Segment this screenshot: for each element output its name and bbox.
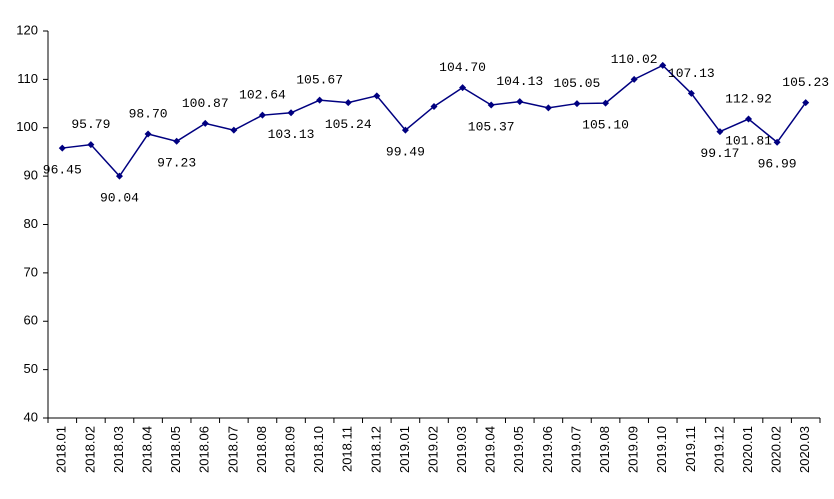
x-tick-label: 2018.11 [340,426,355,472]
x-tick-label: 2018.10 [311,426,326,473]
x-tick-label: 2020.02 [769,426,784,473]
data-label: 104.70 [439,60,486,75]
marker [602,99,610,107]
marker [544,104,552,112]
data-label: 96.45 [43,163,82,178]
marker [87,141,95,149]
x-tick-label: 2020.03 [797,426,812,473]
x-tick-label: 2018.12 [368,426,383,473]
x-tick-label: 2018.02 [82,426,97,473]
marker [373,92,381,100]
marker [487,101,495,109]
x-tick-label: 2018.01 [54,426,69,473]
data-label: 102.64 [239,88,286,103]
x-tick-label: 2019.02 [425,426,440,473]
x-tick-label: 2019.07 [568,426,583,473]
marker [659,61,667,69]
marker [58,144,66,152]
x-tick-label: 2018.03 [111,426,126,473]
x-tick-label: 2019.05 [511,426,526,473]
marker [258,111,266,119]
x-tick-label: 2018.05 [168,426,183,473]
y-tick-label: 70 [24,264,38,279]
marker [573,100,581,108]
x-tick-label: 2019.03 [454,426,469,473]
marker [630,75,638,83]
x-tick-label: 2019.09 [626,426,641,473]
data-label: 95.79 [71,117,110,132]
x-tick-label: 2019.11 [683,426,698,472]
x-tick-label: 2019.08 [597,426,612,473]
marker [516,98,524,106]
y-tick-label: 60 [24,313,38,328]
marker [144,130,152,138]
data-label: 98.70 [129,106,168,121]
x-tick-label: 2019.04 [483,426,498,473]
marker [316,96,324,104]
x-tick-label: 2018.07 [225,426,240,473]
x-tick-label: 2019.12 [711,426,726,473]
data-label: 112.92 [725,91,772,106]
y-tick-label: 100 [16,119,38,134]
x-tick-label: 2019.06 [540,426,555,473]
y-tick-label: 90 [24,168,38,183]
x-tick-label: 2018.04 [140,426,155,473]
data-label: 99.49 [386,145,425,160]
data-label: 107.13 [668,66,715,81]
y-tick-label: 80 [24,216,38,231]
marker [802,99,810,107]
y-tick-label: 110 [17,71,38,86]
marker [201,119,209,127]
marker [716,128,724,136]
x-tick-label: 2020.01 [740,426,755,473]
y-tick-label: 40 [24,409,38,424]
x-tick-label: 2019.01 [397,426,412,473]
data-label: 96.99 [758,157,797,172]
x-tick-label: 2018.09 [282,426,297,473]
data-label: 97.23 [157,156,196,171]
data-label: 90.04 [100,191,139,206]
marker [173,137,181,145]
data-label: 105.24 [325,117,372,132]
data-label: 100.87 [182,96,229,111]
x-tick-label: 2018.08 [254,426,269,473]
marker [230,126,238,134]
y-tick-label: 50 [24,361,38,376]
data-label: 103.13 [268,127,315,142]
marker [344,99,352,107]
marker [745,115,753,123]
data-label: 105.05 [554,76,601,91]
marker [459,84,467,92]
x-tick-label: 2018.06 [197,426,212,473]
data-label: 105.10 [582,118,629,133]
data-label: 105.23 [782,75,829,90]
marker [401,126,409,134]
marker [687,89,695,97]
y-tick-label: 120 [16,22,38,37]
x-tick-label: 2019.10 [654,426,669,473]
marker [115,172,123,180]
data-label: 101.81 [725,133,772,148]
marker [287,109,295,117]
data-label: 110.02 [611,52,658,67]
marker [430,102,438,110]
data-label: 105.37 [468,119,515,134]
marker [773,138,781,146]
data-label: 105.67 [296,73,343,88]
data-label: 104.13 [496,74,543,89]
data-label: 99.17 [700,146,739,161]
